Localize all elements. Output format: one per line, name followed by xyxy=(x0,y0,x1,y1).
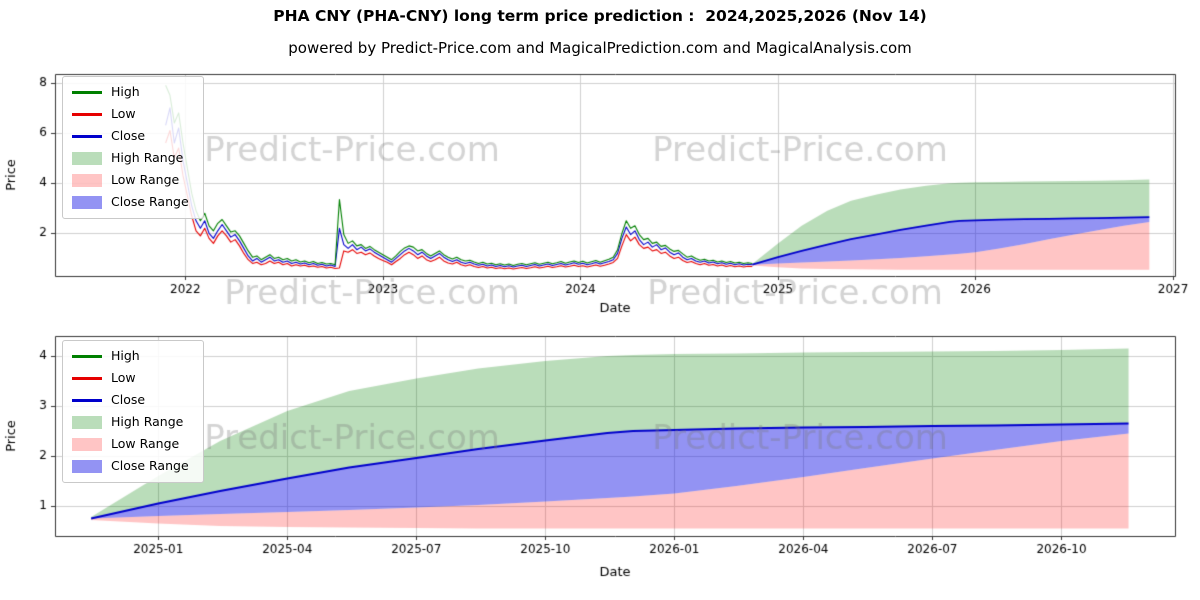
legend-item-low-range: Low Range xyxy=(72,172,189,189)
high-swatch xyxy=(72,91,102,94)
legend-label-close: Close xyxy=(111,392,146,408)
legend-label-close-range: Close Range xyxy=(111,458,189,474)
close-range-swatch xyxy=(72,196,102,209)
close-swatch xyxy=(72,399,102,402)
high-range-swatch xyxy=(72,416,102,429)
legend-item-high: High xyxy=(72,348,189,365)
legend-label-close-range: Close Range xyxy=(111,194,189,210)
legend-label-low: Low xyxy=(111,106,136,122)
legend-item-high-range: High Range xyxy=(72,414,189,431)
legend-bottom: High Low Close High Range Low Range Close Ran… xyxy=(62,340,204,483)
legend-item-low: Low xyxy=(72,370,189,387)
legend-item-high-range: High Range xyxy=(72,150,189,167)
legend-item-low-range: Low Range xyxy=(72,436,189,453)
legend-label-high: High xyxy=(111,348,140,364)
legend-label-low-range: Low Range xyxy=(111,172,180,188)
low-swatch xyxy=(72,113,102,116)
legend-label-high: High xyxy=(111,84,140,100)
legend-label-high-range: High Range xyxy=(111,150,184,166)
legend-label-low: Low xyxy=(111,370,136,386)
legend-item-close-range: Close Range xyxy=(72,194,189,211)
legend-item-close: Close xyxy=(72,392,189,409)
close-swatch xyxy=(72,135,102,138)
legend-item-close: Close xyxy=(72,128,189,145)
legend-item-low: Low xyxy=(72,106,189,123)
low-range-swatch xyxy=(72,438,102,451)
legend-label-low-range: Low Range xyxy=(111,436,180,452)
high-range-swatch xyxy=(72,152,102,165)
low-range-swatch xyxy=(72,174,102,187)
legend-label-high-range: High Range xyxy=(111,414,184,430)
legend-item-close-range: Close Range xyxy=(72,458,189,475)
low-swatch xyxy=(72,377,102,380)
legend-label-close: Close xyxy=(111,128,146,144)
chart-title: PHA CNY (PHA-CNY) long term price predic… xyxy=(273,7,927,25)
legend-top: High Low Close High Range Low Range Close Ran… xyxy=(62,76,204,219)
high-swatch xyxy=(72,355,102,358)
chart-subtitle: powered by Predict-Price.com and Magical… xyxy=(288,39,912,57)
legend-item-high: High xyxy=(72,84,189,101)
close-range-swatch xyxy=(72,460,102,473)
